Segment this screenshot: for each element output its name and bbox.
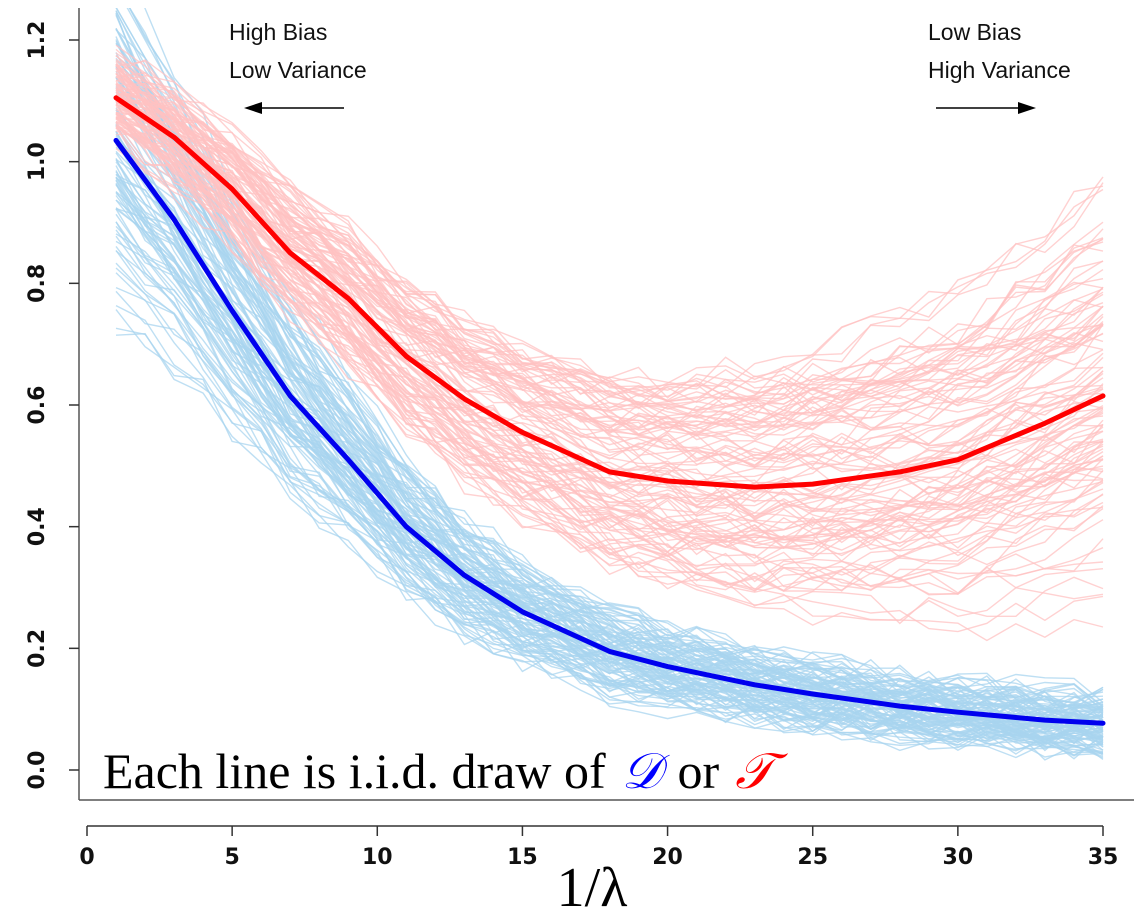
sample-line	[115, 90, 1104, 429]
x-tick-label: 15	[507, 845, 538, 870]
caption: Each line is i.i.d. draw of 𝒟 or 𝒯	[103, 743, 788, 799]
caption-text: Each line is i.i.d. draw of	[103, 743, 606, 799]
sample-line	[115, 139, 1104, 728]
y-tick-label: 0.0	[25, 751, 50, 790]
sample-line	[115, 127, 1104, 567]
annotation-high-variance: High Variance	[928, 57, 1071, 83]
sample-line	[115, 42, 1104, 719]
x-tick-label: 0	[79, 845, 94, 870]
main-lines	[113, 95, 1106, 726]
sample-line	[115, 177, 1104, 760]
y-tick-label: 0.4	[25, 507, 50, 546]
sample-line	[115, 109, 1104, 594]
sample-line	[115, 126, 1104, 548]
annotation-high-bias: High Bias	[229, 19, 327, 45]
sample-line	[115, 76, 1104, 457]
sample-line	[115, 77, 1104, 718]
x-tick-label: 25	[797, 845, 828, 870]
y-tick-label: 0.8	[25, 264, 50, 303]
test-error-mean-line	[113, 95, 1106, 490]
y-tick-label: 1.0	[25, 142, 50, 181]
sample-line	[115, 127, 1104, 592]
sample-line	[115, 8, 1104, 722]
x-tick-label: 20	[652, 845, 683, 870]
sample-line	[115, 107, 1104, 722]
sample-line	[115, 63, 1104, 435]
sample-line	[115, 59, 1104, 731]
sample-line	[115, 221, 1104, 755]
sample-line	[115, 82, 1104, 467]
sample-line	[115, 225, 1104, 758]
sample-line	[115, 191, 1104, 752]
x-tick-label: 30	[943, 845, 974, 870]
x-tick-label: 5	[224, 845, 239, 870]
sample-line	[115, 103, 1104, 596]
sample-line	[115, 80, 1104, 532]
sample-line	[115, 72, 1104, 403]
sample-line	[115, 58, 1104, 416]
sample-line	[115, 64, 1104, 398]
sample-line	[115, 61, 1104, 402]
sample-line	[115, 66, 1104, 709]
y-tick-label: 1.2	[25, 21, 50, 60]
caption-or: or	[678, 743, 720, 799]
background-lines	[115, 8, 1104, 761]
sample-line	[115, 125, 1104, 540]
y-tick-label: 0.6	[25, 386, 50, 425]
sample-line	[115, 130, 1104, 545]
sample-line	[115, 65, 1104, 435]
sample-line	[115, 85, 1104, 429]
sample-line	[115, 68, 1104, 434]
sample-line	[115, 104, 1104, 507]
annotation-low-bias: Low Bias	[928, 19, 1021, 45]
sample-line	[115, 144, 1104, 591]
sample-line	[115, 76, 1104, 468]
left-arrow	[244, 102, 344, 114]
sample-line	[115, 104, 1104, 549]
y-tick-label: 0.2	[25, 629, 50, 668]
sample-line	[115, 55, 1104, 416]
x-tick-label: 10	[362, 845, 393, 870]
annotation-low-variance: Low Variance	[229, 57, 367, 83]
sample-line	[115, 250, 1104, 759]
sample-line	[115, 64, 1104, 409]
sample-line	[115, 28, 1104, 727]
x-axis-label: 1/λ	[557, 857, 628, 919]
sample-line	[115, 12, 1104, 713]
sample-line	[115, 118, 1104, 544]
sample-line	[115, 83, 1104, 457]
caption-t-symbol: 𝒯	[735, 743, 788, 799]
x-tick-label: 35	[1088, 845, 1119, 870]
sample-line	[115, 63, 1104, 388]
sample-line	[115, 92, 1104, 410]
sample-line	[115, 125, 1104, 509]
sample-line	[115, 39, 1104, 708]
caption-d-symbol: 𝒟	[622, 743, 671, 799]
sample-line	[115, 121, 1104, 592]
right-arrow	[936, 102, 1036, 114]
train-error-mean-line	[113, 137, 1106, 726]
sample-line	[115, 100, 1104, 437]
sample-line	[115, 116, 1104, 625]
sample-line	[115, 116, 1104, 500]
sample-line	[115, 96, 1104, 466]
axes: 0 5 10 15 20 25 30 35 0.0 0.2 0.4 0.6 0.8 1.0 1.2	[25, 8, 1134, 870]
